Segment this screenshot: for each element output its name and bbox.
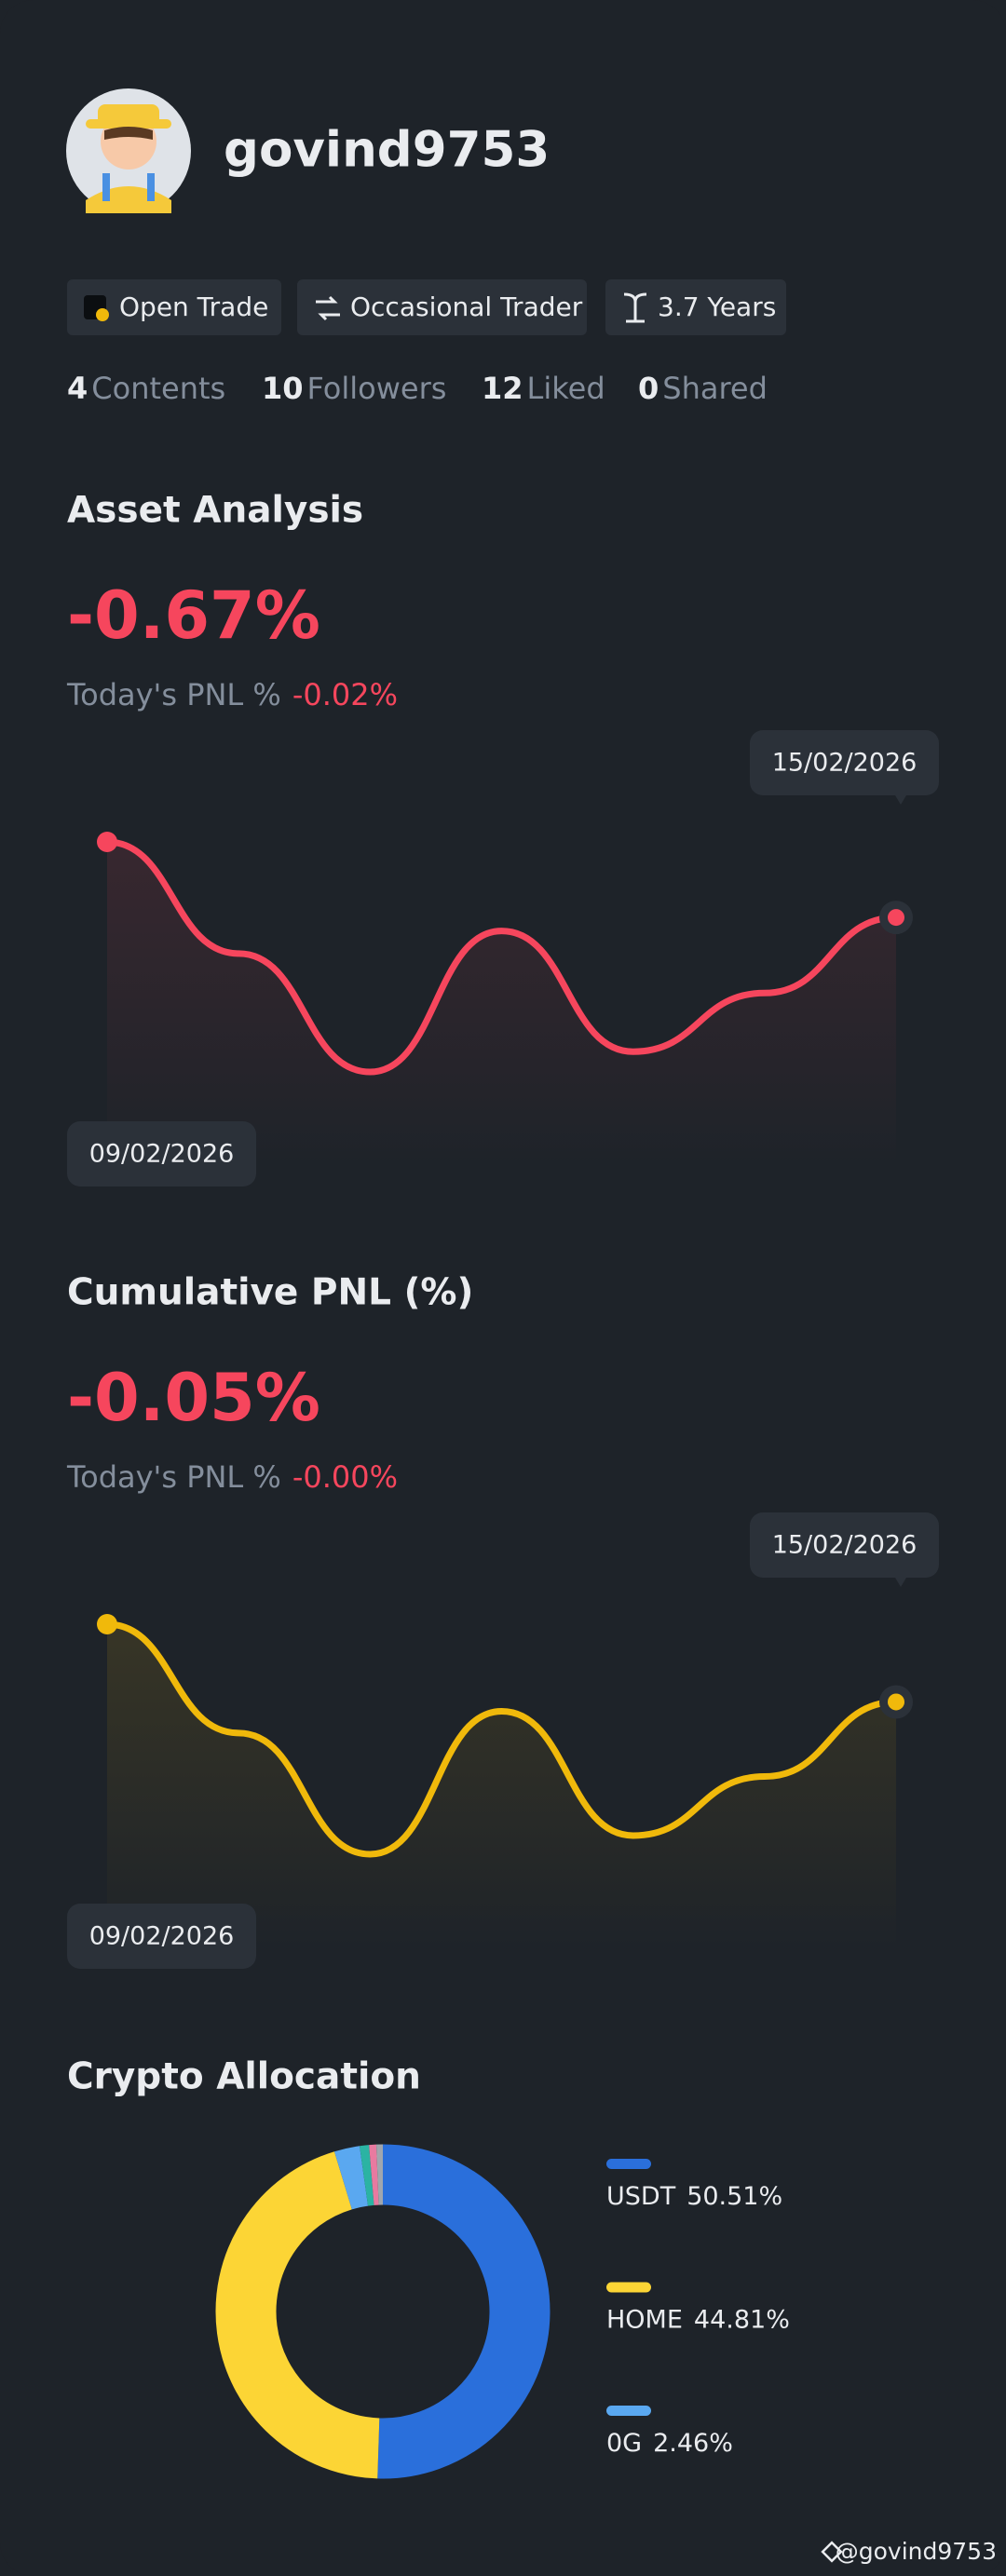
date-badge-pointer — [895, 795, 906, 805]
stat-value: 0 — [638, 371, 659, 406]
section-title: Asset Analysis — [67, 490, 363, 532]
avatar[interactable] — [66, 88, 191, 213]
stat[interactable]: 0 Shared — [638, 371, 768, 406]
start-point — [97, 1614, 117, 1634]
legend-entry: USDT 50.51% — [606, 2182, 782, 2211]
line — [103, 1620, 900, 1858]
donut-slice — [333, 2146, 369, 2210]
date-badge — [750, 730, 939, 795]
date-label: 09/02/2026 — [89, 1922, 235, 1951]
section-title: Cumulative PNL (%) — [67, 1272, 473, 1314]
subtitle-label: Today's PNL % — [66, 677, 281, 712]
legend-name: USDT — [606, 2182, 676, 2211]
end-point — [888, 1693, 904, 1711]
stat-value: 4 — [67, 371, 88, 406]
area — [107, 1624, 896, 1949]
legend-entry: 0G 2.46% — [606, 2429, 733, 2458]
date-label: 15/02/2026 — [772, 749, 918, 778]
date-label: 09/02/2026 — [89, 1140, 235, 1169]
donut-slice — [377, 2144, 551, 2479]
legend-name: 0G — [606, 2429, 642, 2458]
date-label: 15/02/2026 — [772, 1531, 918, 1560]
watermark: @govind9753 — [821, 2538, 997, 2565]
stat-label: Liked — [527, 371, 605, 406]
legend-swatch — [606, 2406, 651, 2416]
tag-label: 3.7 Years — [658, 291, 776, 322]
stat-label: Followers — [307, 371, 447, 406]
subtitle: Today's PNL % -0.02% — [66, 677, 398, 712]
stat-value: 10 — [262, 371, 304, 406]
stat-label: Shared — [662, 371, 768, 406]
area — [107, 842, 896, 1167]
subtitle-label: Today's PNL % — [66, 1459, 281, 1495]
date-badge — [67, 1121, 256, 1186]
legend-swatch — [606, 2282, 651, 2293]
subtitle-value: -0.00% — [292, 1459, 398, 1495]
line — [103, 838, 900, 1076]
legend-value: 2.46% — [653, 2429, 733, 2458]
legend-value: 50.51% — [687, 2182, 782, 2211]
stat-value: 12 — [482, 371, 523, 406]
stat[interactable]: 10 Followers — [262, 371, 446, 406]
tag[interactable]: Open Trade — [67, 279, 281, 335]
stat[interactable]: 12 Liked — [482, 371, 605, 406]
section-title: Crypto Allocation — [67, 2056, 421, 2098]
end-point — [888, 909, 904, 927]
legend-value: 44.81% — [694, 2305, 790, 2334]
headline-value: -0.67% — [67, 577, 320, 654]
tag-label: Open Trade — [119, 291, 268, 322]
legend-swatch — [606, 2159, 651, 2169]
subtitle-value: -0.02% — [292, 677, 398, 712]
legend-entry: HOME 44.81% — [606, 2305, 790, 2334]
footer-handle: @govind9753 — [836, 2538, 997, 2565]
start-point — [97, 832, 117, 852]
legend-name: HOME — [606, 2305, 683, 2334]
username: govind9753 — [224, 122, 550, 179]
stat[interactable]: 4 Contents — [67, 371, 225, 406]
date-badge — [67, 1904, 256, 1969]
subtitle: Today's PNL % -0.00% — [66, 1459, 398, 1495]
tag[interactable]: Occasional Trader — [297, 279, 587, 335]
tag-label: Occasional Trader — [350, 291, 583, 322]
date-badge-pointer — [895, 1578, 906, 1587]
headline-value: -0.05% — [67, 1360, 320, 1436]
stat-label: Contents — [91, 371, 225, 406]
donut-slice — [215, 2151, 381, 2479]
tag[interactable]: 3.7 Years — [605, 279, 786, 335]
date-badge — [750, 1512, 939, 1578]
